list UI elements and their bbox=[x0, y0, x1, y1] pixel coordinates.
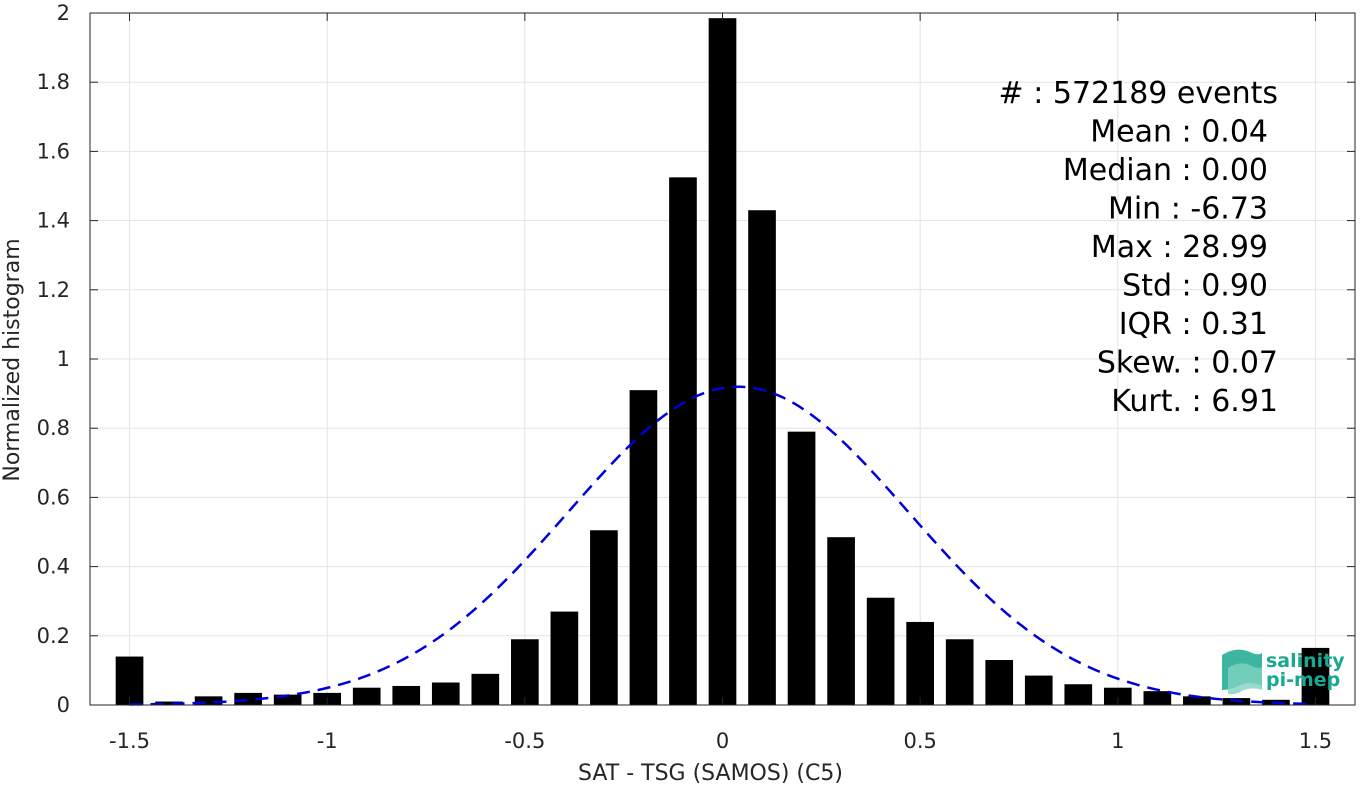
axis-ticks bbox=[90, 12, 1355, 706]
stats-line: Max : 28.99 bbox=[1091, 230, 1268, 265]
stats-line: Std : 0.90 bbox=[1122, 269, 1268, 304]
histogram-bar bbox=[708, 18, 737, 705]
histogram-bars bbox=[115, 18, 1330, 706]
y-tick-labels: 0 0.2 0.4 0.6 0.8 1 1.2 1.4 1.6 1.8 2 bbox=[37, 1, 70, 717]
histogram-bar bbox=[392, 685, 421, 705]
stats-line: Skew. : 0.07 bbox=[1097, 346, 1278, 381]
x-tick-label: 1 bbox=[1111, 729, 1124, 753]
histogram-bar bbox=[669, 177, 697, 706]
stats-line: Median : 0.00 bbox=[1063, 153, 1268, 188]
logo-text-pi-mep: pi-mep bbox=[1266, 669, 1340, 691]
stats-line: # : 572189 events bbox=[999, 76, 1278, 111]
histogram-bar bbox=[945, 639, 974, 705]
x-axis-label: SAT - TSG (SAMOS) (C5) bbox=[578, 761, 843, 785]
histogram-bar bbox=[431, 682, 460, 705]
x-tick-label: -1.5 bbox=[109, 729, 150, 753]
x-tick-label: -0.5 bbox=[504, 729, 545, 753]
stats-line: IQR : 0.31 bbox=[1119, 307, 1268, 342]
histogram-bar bbox=[629, 390, 658, 705]
stats-line: Kurt. : 6.91 bbox=[1111, 384, 1278, 419]
y-tick-label: 0 bbox=[57, 693, 70, 717]
histogram-bar bbox=[115, 656, 144, 705]
x-tick-label: 0.5 bbox=[903, 729, 936, 753]
histogram-bar bbox=[748, 210, 776, 705]
stats-line: Min : -6.73 bbox=[1108, 192, 1268, 227]
x-tick-label: 0 bbox=[716, 729, 729, 753]
y-tick-label: 1.2 bbox=[37, 278, 70, 302]
histogram-bar bbox=[906, 621, 934, 705]
histogram-bar bbox=[1024, 675, 1053, 705]
histogram-bar bbox=[194, 696, 223, 705]
histogram-bar bbox=[352, 687, 381, 705]
gaussian-fit-curve bbox=[129, 385, 1316, 706]
histogram-bar bbox=[1103, 687, 1132, 705]
histogram-bar bbox=[827, 537, 855, 705]
histogram-bar bbox=[550, 611, 579, 705]
y-tick-label: 0.8 bbox=[37, 416, 70, 440]
y-tick-label: 1.8 bbox=[37, 70, 70, 94]
histogram-bar bbox=[234, 692, 262, 705]
histogram-bar bbox=[590, 530, 618, 705]
y-tick-label: 0.4 bbox=[37, 555, 70, 579]
y-tick-label: 1.4 bbox=[37, 209, 70, 233]
y-axis-label: Normalized histogram bbox=[0, 238, 25, 481]
histogram-bar bbox=[787, 431, 816, 705]
histogram-bar bbox=[1183, 696, 1211, 705]
x-tick-label: -1 bbox=[317, 729, 338, 753]
histogram-bar bbox=[273, 694, 302, 705]
x-tick-labels: -1.5 -1 -0.5 0 0.5 1 1.5 bbox=[109, 729, 1332, 753]
y-tick-label: 1 bbox=[57, 347, 70, 371]
histogram-bar bbox=[511, 639, 539, 705]
histogram-bar bbox=[1301, 647, 1330, 705]
histogram-bar bbox=[1064, 684, 1093, 705]
y-tick-label: 0.6 bbox=[37, 485, 70, 509]
y-tick-label: 0.2 bbox=[37, 624, 70, 648]
y-tick-label: 1.6 bbox=[37, 139, 70, 163]
histogram-bar bbox=[985, 660, 1014, 705]
stats-line: Mean : 0.04 bbox=[1090, 115, 1268, 150]
histogram-bar bbox=[866, 597, 895, 705]
y-tick-label: 2 bbox=[57, 1, 70, 25]
histogram-bar bbox=[155, 701, 183, 705]
logo-text-salinity: salinity bbox=[1266, 650, 1345, 672]
logo-wave-mark-light bbox=[1228, 663, 1262, 695]
histogram-bar bbox=[1143, 691, 1172, 705]
histogram-bar bbox=[471, 673, 500, 705]
x-tick-label: 1.5 bbox=[1299, 729, 1332, 753]
salinity-pi-mep-logo: salinity pi-mep bbox=[1222, 649, 1345, 695]
